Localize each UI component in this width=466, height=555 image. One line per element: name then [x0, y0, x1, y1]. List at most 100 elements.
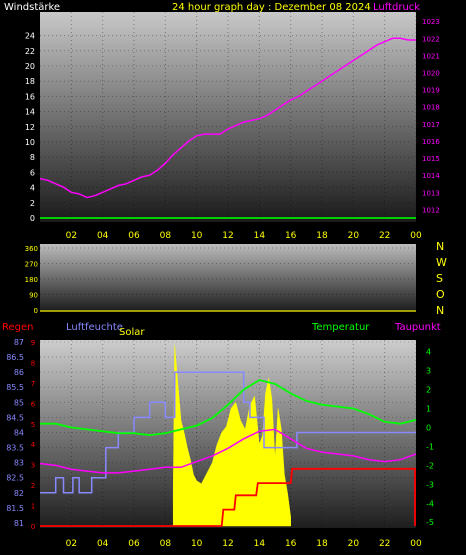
humidity-tick-label: 83.5: [6, 444, 24, 453]
top-chart-marks: [39, 37, 416, 219]
temperature-tick-label: 3: [426, 367, 431, 376]
temperature-tick-label: 4: [426, 348, 431, 357]
bottom-x-tick-label: 18: [316, 539, 328, 549]
rain-tick-label: 5: [31, 421, 35, 429]
pressure-series-line: [39, 37, 416, 199]
humidity-tick-label: 85.5: [6, 383, 24, 392]
temperature-tick-label: -5: [426, 518, 434, 527]
top-left-tick-label: 24: [25, 32, 35, 41]
humidity-tick-label: 87: [14, 338, 24, 347]
rain-tick-label: 7: [31, 380, 35, 388]
rain-tick-label: 9: [31, 339, 35, 347]
solar-series-area: [172, 344, 291, 527]
middle-left-tick-label: 90: [29, 292, 38, 300]
legend-rain: Regen: [2, 322, 34, 333]
dewpoint-series-line: [39, 428, 417, 474]
chart-title: 24 hour graph day : Dezember 08 2024: [172, 2, 371, 13]
bottom-legend: Regen Luftfeuchte Solar Temperatur Taupu…: [2, 322, 441, 338]
top-x-tick-label: 00: [410, 231, 422, 241]
bottom-tick-labels: 02 04 06 08 10 12 14 16 18 20 22 008181.58282.58383…: [6, 338, 434, 549]
bottom-x-tick-label: 20: [348, 539, 360, 549]
rain-tick-label: 2: [31, 482, 35, 490]
legend-dewpoint: Taupunkt: [394, 322, 441, 333]
bottom-x-tick-label: 16: [285, 539, 297, 549]
middle-tick-labels: 0 90 180 270 360: [25, 245, 38, 315]
bottom-chart-marks: [39, 344, 417, 527]
middle-left-tick-label: 360: [25, 245, 38, 253]
top-left-tick-label: 16: [25, 92, 35, 101]
top-x-tick-label: 04: [97, 231, 109, 241]
top-left-tick-label: 18: [25, 77, 35, 86]
humidity-series-line: [40, 371, 416, 494]
top-x-tick-label: 10: [191, 231, 203, 241]
middle-grid: [40, 247, 416, 311]
humidity-tick-label: 86.5: [6, 353, 24, 362]
top-x-tick-label: 06: [128, 231, 140, 241]
compass-label-n-bottom: N: [436, 304, 444, 317]
wind-axis-label: Windstärke: [4, 2, 60, 13]
humidity-tick-label: 84.5: [6, 413, 24, 422]
bottom-x-tick-label: 14: [254, 539, 266, 549]
compass-labels: N W S O N: [436, 240, 447, 317]
bottom-x-tick-label: 22: [379, 539, 390, 549]
humidity-tick-label: 85: [14, 398, 24, 407]
compass-label-w: W: [436, 256, 447, 269]
legend-solar: Solar: [119, 327, 145, 338]
rain-series-line: [40, 467, 416, 527]
top-right-tick-label: 1021: [422, 52, 440, 60]
top-tick-labels: 02 04 06 08 10 12 14 16 18 20 22 000246810121416182…: [25, 18, 441, 241]
compass-label-o: O: [436, 288, 445, 301]
top-left-tick-label: 2: [30, 199, 35, 208]
top-x-tick-label: 08: [160, 231, 172, 241]
top-left-tick-label: 20: [25, 62, 35, 71]
humidity-tick-label: 84: [14, 428, 24, 437]
bottom-x-tick-label: 06: [128, 539, 140, 549]
temperature-series-line: [40, 379, 417, 437]
middle-left-tick-label: 270: [25, 261, 38, 269]
top-x-tick-label: 18: [316, 231, 328, 241]
rain-tick-label: 8: [31, 359, 35, 367]
humidity-tick-label: 86: [14, 368, 24, 377]
top-left-tick-label: 0: [30, 214, 35, 223]
top-right-tick-label: 1015: [422, 155, 440, 163]
humidity-tick-label: 81.5: [6, 504, 24, 513]
pressure-axis-label: Luftdruck: [373, 2, 420, 13]
top-left-tick-label: 10: [25, 138, 35, 147]
rain-tick-label: 4: [31, 441, 36, 449]
legend-humidity: Luftfeuchte: [66, 322, 123, 333]
top-left-tick-label: 22: [25, 47, 35, 56]
temperature-tick-label: 2: [426, 386, 431, 395]
top-right-tick-label: 1014: [422, 172, 440, 180]
top-x-tick-label: 12: [222, 231, 233, 241]
compass-label-s: S: [436, 272, 443, 285]
bottom-x-tick-label: 04: [97, 539, 109, 549]
top-right-tick-label: 1012: [422, 206, 440, 214]
top-right-tick-label: 1013: [422, 189, 440, 197]
top-x-tick-label: 02: [66, 231, 77, 241]
rain-tick-label: 1: [31, 503, 35, 511]
compass-label-n-top: N: [436, 240, 444, 253]
humidity-tick-label: 83: [14, 459, 24, 468]
temperature-tick-label: 0: [426, 423, 431, 432]
bottom-x-tick-label: 10: [191, 539, 203, 549]
bottom-x-tick-label: 08: [160, 539, 172, 549]
top-right-tick-label: 1017: [422, 121, 440, 129]
top-right-tick-label: 1018: [422, 104, 440, 112]
bottom-x-tick-label: 02: [66, 539, 77, 549]
top-right-tick-label: 1023: [422, 18, 440, 26]
temperature-tick-label: -1: [426, 442, 434, 451]
top-panel: [40, 12, 416, 222]
top-left-tick-label: 8: [30, 153, 35, 162]
humidity-tick-label: 82: [14, 489, 24, 498]
rain-tick-label: 0: [31, 523, 35, 531]
top-x-tick-label: 14: [254, 231, 266, 241]
top-left-tick-label: 14: [25, 108, 35, 117]
top-right-tick-label: 1022: [422, 35, 440, 43]
bottom-x-tick-label: 00: [410, 539, 422, 549]
middle-panel: [40, 244, 416, 312]
rain-tick-label: 3: [31, 462, 35, 470]
temperature-tick-label: -3: [426, 480, 434, 489]
top-x-tick-label: 22: [379, 231, 390, 241]
middle-left-tick-label: 180: [25, 276, 38, 284]
